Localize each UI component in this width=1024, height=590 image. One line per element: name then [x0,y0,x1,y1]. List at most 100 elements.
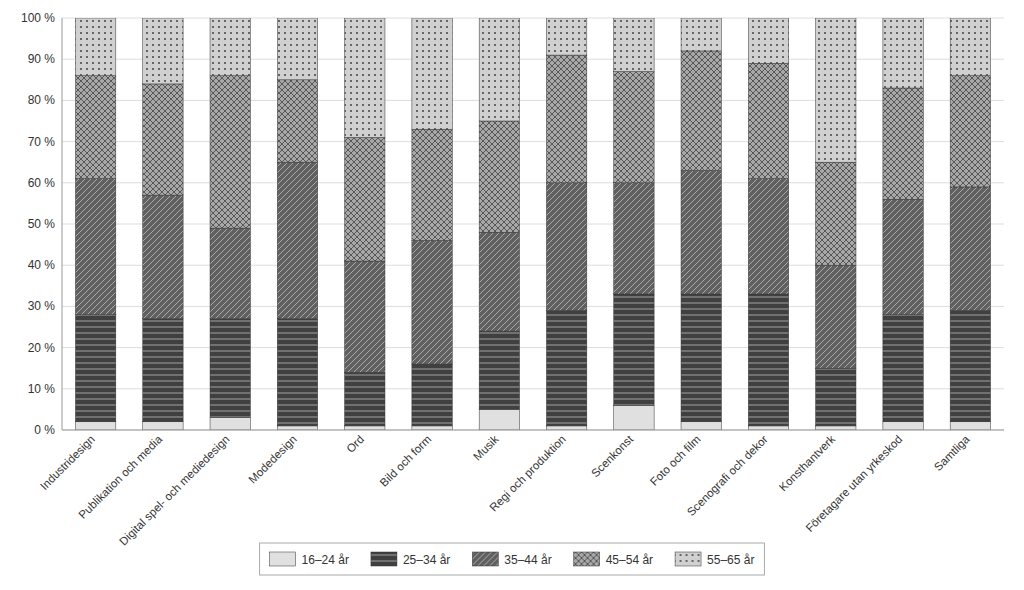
bar [950,76,990,187]
bar [479,232,519,331]
bar [950,422,990,430]
legend-swatch [270,552,296,566]
bar [210,319,250,418]
bar [816,265,856,368]
grid-line [62,306,1004,307]
bar [345,261,385,372]
x-axis-line [62,430,1004,431]
bar [412,129,452,240]
x-tick-label: Ord [344,433,366,455]
bar [816,18,856,162]
y-axis-line [62,18,63,430]
bar [210,76,250,228]
bar [546,55,586,183]
bar [345,372,385,426]
bar [345,18,385,137]
bar [748,63,788,178]
legend-swatch [574,552,600,566]
legend: 16–24 år25–34 år35–44 år45–54 år55–65 år [260,543,765,575]
bar [277,18,317,80]
x-tick-label: Digital spel- och mediedesign [117,433,232,548]
bar [143,422,183,430]
bar [479,331,519,409]
bar [614,72,654,183]
legend-label: 35–44 år [504,553,551,567]
grid-line [62,182,1004,183]
bar [748,426,788,430]
bar [75,179,115,315]
y-tick-label: 90 % [28,52,56,66]
bar [614,183,654,294]
bar [681,51,721,170]
bar [883,88,923,199]
x-tick-label: Bild och form [378,433,434,489]
y-tick-label: 40 % [28,258,56,272]
bar [748,18,788,63]
grid-line [62,100,1004,101]
bar [614,294,654,405]
grid-line [62,430,1004,431]
series [75,18,990,162]
grid-line [62,347,1004,348]
bar [681,170,721,294]
bar [883,199,923,314]
bar [75,422,115,430]
bar [210,18,250,76]
bar [143,18,183,84]
x-tick-label: Regi och produktion [487,433,568,514]
bar [277,80,317,162]
bar [143,319,183,422]
grid-line [62,265,1004,266]
bar [883,315,923,422]
bar [681,422,721,430]
bar [479,409,519,430]
x-tick-label: Samtliga [932,433,973,474]
bar [479,121,519,232]
x-axis: IndustridesignPublikation och mediaDigit… [38,432,972,547]
bar [950,18,990,76]
bar [479,18,519,121]
bars [75,18,990,430]
y-tick-label: 0 % [34,423,55,437]
bar [614,18,654,72]
bar [210,228,250,319]
bar [412,240,452,364]
bar [950,187,990,311]
y-tick-label: 10 % [28,382,56,396]
legend-label: 55–65 år [707,553,754,567]
bar [816,426,856,430]
legend-label: 45–54 år [606,553,653,567]
bar [748,294,788,426]
y-tick-label: 20 % [28,341,56,355]
bar [412,364,452,426]
bar [277,426,317,430]
y-tick-label: 80 % [28,93,56,107]
bar [412,426,452,430]
legend-swatch [472,552,498,566]
bar [345,426,385,430]
bar [345,137,385,261]
bar [75,18,115,76]
bar [950,311,990,422]
grid-line [62,224,1004,225]
grid-line [62,141,1004,142]
bar [681,294,721,422]
bar [143,84,183,195]
x-tick-label: Företagare utan yrkeskod [803,433,904,534]
y-tick-label: 70 % [28,135,56,149]
y-tick-label: 60 % [28,176,56,190]
bar [681,18,721,51]
x-tick-label: Musik [471,433,501,463]
bar [748,179,788,294]
bar [143,195,183,319]
y-tick-label: 100 % [21,11,55,25]
bar [816,162,856,265]
y-axis: 0 %10 %20 %30 %40 %50 %60 %70 %80 %90 %1… [21,11,55,437]
bar [75,315,115,422]
legend-frame [260,543,765,575]
x-tick-label: Modedesign [246,433,299,486]
bar [883,422,923,430]
bar [546,18,586,55]
bar [75,76,115,179]
x-tick-label: Industridesign [38,433,97,492]
